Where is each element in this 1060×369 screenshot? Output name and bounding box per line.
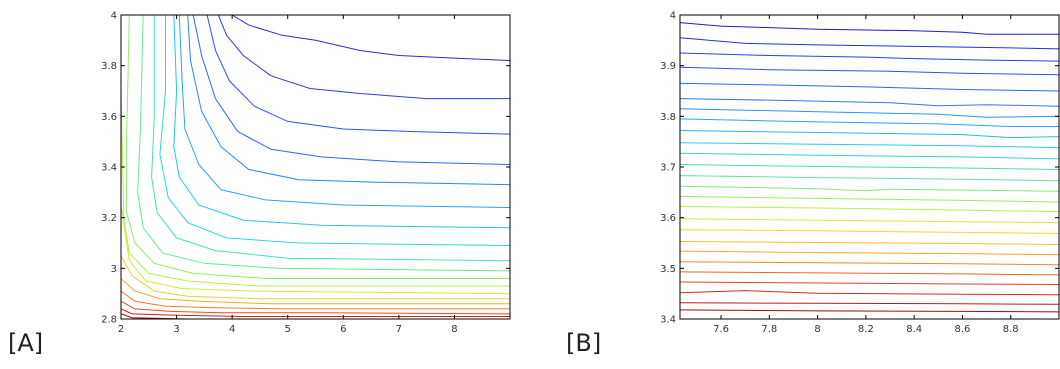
y-tick-label: 3.2 bbox=[101, 213, 117, 224]
y-tick-label: 3.4 bbox=[660, 315, 676, 326]
y-tick-label: 3 bbox=[111, 264, 117, 275]
x-tick-label: 8.8 bbox=[1003, 324, 1019, 335]
contour-line bbox=[121, 278, 510, 305]
contour-line bbox=[121, 255, 510, 300]
x-tick-label: 8.2 bbox=[858, 324, 874, 335]
contour-line bbox=[680, 118, 1059, 127]
y-tick-label: 3.5 bbox=[660, 264, 676, 275]
contour-line bbox=[680, 206, 1059, 213]
y-tick-label: 4 bbox=[111, 11, 117, 22]
contour-line bbox=[126, 15, 510, 279]
contour-line bbox=[680, 271, 1059, 276]
contour-line bbox=[231, 15, 510, 62]
x-tick-label: 8 bbox=[451, 324, 457, 335]
contour-line bbox=[680, 309, 1059, 313]
contour-line bbox=[151, 15, 510, 262]
contour-lines-a bbox=[121, 15, 510, 319]
contour-plot-b: 7.6 7.8 8 8.2 8.4 8.6 8.8 3.4 3.5 3.6 3.7 3.8 3.9 4 bbox=[660, 11, 1060, 335]
contour-line bbox=[680, 185, 1059, 192]
contour-line bbox=[121, 308, 510, 317]
contour-line bbox=[217, 15, 510, 100]
contour-line bbox=[680, 164, 1059, 170]
contour-line bbox=[121, 313, 510, 319]
panel-label-b: [B] bbox=[566, 329, 602, 357]
y-tick-label: 3.4 bbox=[101, 163, 117, 174]
contour-line bbox=[192, 15, 510, 165]
x-tick-label: 7 bbox=[396, 324, 402, 335]
x-tick-label: 7.6 bbox=[713, 324, 729, 335]
contour-lines-b bbox=[680, 22, 1059, 313]
x-tick-label: 8.6 bbox=[954, 324, 970, 335]
x-tick-label: 6 bbox=[340, 324, 346, 335]
contour-line bbox=[680, 82, 1059, 92]
y-tick-label: 3.6 bbox=[101, 112, 117, 123]
y-tick-label: 3.6 bbox=[660, 213, 676, 224]
contour-line bbox=[680, 142, 1059, 149]
contour-line bbox=[159, 15, 510, 246]
x-tick-label: 4 bbox=[229, 324, 235, 335]
contour-line bbox=[178, 15, 510, 208]
contour-line bbox=[206, 15, 510, 135]
y-tick-label: 3.8 bbox=[101, 61, 117, 72]
y-tick-label: 3.9 bbox=[660, 61, 676, 72]
contour-line bbox=[680, 152, 1059, 160]
x-tick-label: 2 bbox=[118, 324, 124, 335]
y-tick-label: 3.8 bbox=[660, 112, 676, 123]
x-tick-label: 5 bbox=[285, 324, 291, 335]
contour-line bbox=[680, 108, 1059, 118]
contour-line bbox=[187, 15, 510, 186]
contour-line bbox=[680, 302, 1059, 305]
contour-line bbox=[680, 250, 1059, 256]
contour-line bbox=[680, 241, 1059, 245]
contour-line bbox=[137, 15, 510, 272]
contour-line bbox=[680, 37, 1059, 50]
x-tick-label: 7.8 bbox=[761, 324, 777, 335]
contour-line bbox=[680, 229, 1059, 234]
x-tick-label: 3 bbox=[173, 324, 179, 335]
contour-line bbox=[680, 66, 1059, 76]
contour-line bbox=[680, 175, 1059, 182]
contour-plot-a: 2 3 4 5 6 7 8 2.8 3 3.2 3.4 3.6 3.8 4 bbox=[101, 11, 511, 335]
contour-line bbox=[680, 290, 1059, 296]
y-tick-label: 3.7 bbox=[660, 163, 676, 174]
x-tick-label: 8 bbox=[814, 324, 820, 335]
x-tick-label: 8.4 bbox=[906, 324, 922, 335]
contour-line bbox=[680, 98, 1059, 107]
contour-line bbox=[680, 195, 1059, 203]
contour-line bbox=[680, 52, 1059, 62]
contour-line bbox=[173, 15, 510, 229]
panel-label-a: [A] bbox=[8, 329, 44, 357]
contour-line bbox=[680, 218, 1059, 224]
y-tick-label: 4 bbox=[670, 11, 676, 22]
contour-line bbox=[680, 130, 1059, 139]
contour-line bbox=[121, 290, 510, 310]
y-tick-label: 2.8 bbox=[101, 315, 117, 326]
contour-line bbox=[680, 261, 1059, 266]
plot-frame bbox=[120, 14, 511, 320]
contour-line bbox=[680, 281, 1059, 285]
contour-line bbox=[680, 22, 1059, 35]
contour-line bbox=[121, 300, 510, 315]
contour-line bbox=[121, 204, 510, 295]
